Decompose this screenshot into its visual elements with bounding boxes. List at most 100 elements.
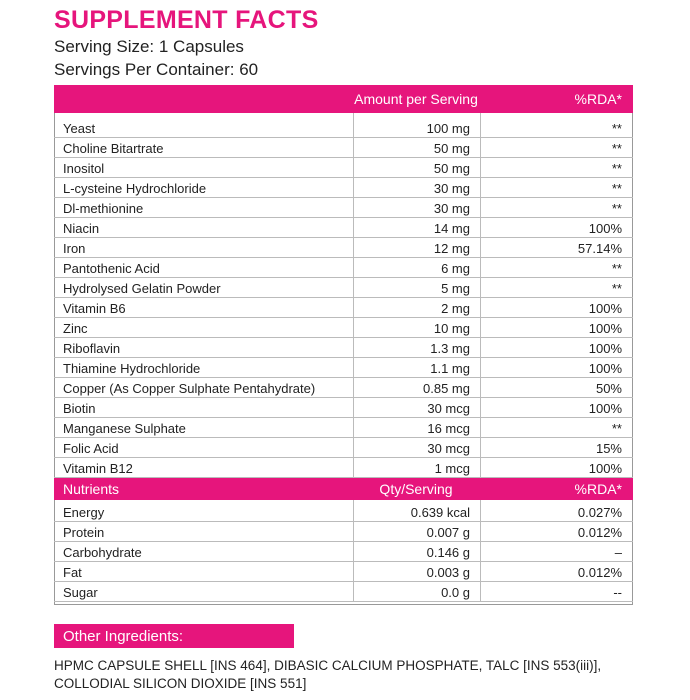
- cell-amount: 0.85 mg: [423, 381, 470, 396]
- table-row: Zinc 10 mg 100%: [54, 318, 633, 338]
- cell-rda: 50%: [595, 381, 622, 396]
- cell-rda: **: [611, 201, 622, 216]
- table-row: Hydrolysed Gelatin Powder 5 mg **: [54, 278, 633, 298]
- cell-amount: 30 mg: [433, 201, 470, 216]
- cell-amount: 30 mg: [433, 181, 470, 196]
- cell-amount: 6 mg: [441, 261, 470, 276]
- cell-name: Riboflavin: [63, 341, 121, 356]
- cell-amount: 10 mg: [433, 321, 470, 336]
- table-row: Yeast 100 mg **: [54, 118, 633, 138]
- ingredients-line: HPMC CAPSULE SHELL [INS 464], DIBASIC CA…: [54, 658, 602, 673]
- cell-rda: 0.012%: [577, 565, 622, 580]
- cell-name: Carbohydrate: [63, 545, 142, 560]
- column-divider: [353, 500, 354, 602]
- cell-name: Iron: [63, 241, 86, 256]
- cell-name: Energy: [63, 505, 105, 520]
- cell-rda: 0.027%: [577, 505, 622, 520]
- table-row: Fat 0.003 g 0.012%: [54, 562, 633, 582]
- table-row: Energy 0.639 kcal 0.027%: [54, 502, 633, 522]
- cell-name: L-cysteine Hydrochloride: [63, 181, 207, 196]
- cell-amount: 14 mg: [433, 221, 470, 236]
- table-row: Biotin 30 mcg 100%: [54, 398, 633, 418]
- nutrients-header: Nutrients Qty/Serving %RDA*: [54, 478, 633, 500]
- heading-text: Other Ingredients:: [63, 628, 184, 645]
- cell-name: Choline Bitartrate: [63, 141, 164, 156]
- other-ingredients-heading: Other Ingredients:: [54, 624, 294, 648]
- servings-per-container: Servings Per Container: 60: [54, 60, 259, 79]
- cell-rda: **: [611, 161, 622, 176]
- table-row: Carbohydrate 0.146 g –: [54, 542, 633, 562]
- cell-amount: 1 mcg: [434, 461, 470, 476]
- cell-amount: 5 mg: [441, 281, 470, 296]
- cell-name: Folic Acid: [63, 441, 119, 456]
- cell-rda: --: [613, 585, 622, 600]
- table-row: Manganese Sulphate 16 mcg **: [54, 418, 633, 438]
- cell-rda: 100%: [588, 401, 622, 416]
- title: SUPPLEMENT FACTS: [54, 6, 319, 34]
- table-row: Pantothenic Acid 6 mg **: [54, 258, 633, 278]
- cell-rda: 0.012%: [577, 525, 622, 540]
- cell-rda: –: [614, 545, 622, 560]
- column-header: Qty/Serving: [379, 481, 453, 497]
- cell-rda: 100%: [588, 301, 622, 316]
- table-row: Protein 0.007 g 0.012%: [54, 522, 633, 542]
- table-row: Vitamin B12 1 mcg 100%: [54, 458, 633, 478]
- cell-amount: 0.0 g: [441, 585, 470, 600]
- cell-name: Yeast: [63, 121, 96, 136]
- column-divider: [480, 500, 481, 602]
- table-row: Sugar 0.0 g --: [54, 582, 633, 602]
- cell-name: Vitamin B6: [63, 301, 126, 316]
- cell-rda: **: [611, 181, 622, 196]
- cell-name: Inositol: [63, 161, 105, 176]
- column-header: %RDA*: [574, 481, 622, 497]
- cell-amount: 0.146 g: [426, 545, 470, 560]
- column-header: Amount per Serving: [354, 91, 478, 107]
- cell-rda: 57.14%: [577, 241, 622, 256]
- table-row: Copper (As Copper Sulphate Pentahydrate)…: [54, 378, 633, 398]
- cell-rda: 100%: [588, 341, 622, 356]
- cell-rda: 100%: [588, 321, 622, 336]
- cell-name: Dl-methionine: [63, 201, 144, 216]
- serving-size: Serving Size: 1 Capsules: [54, 37, 244, 56]
- cell-amount: 50 mg: [433, 141, 470, 156]
- cell-name: Hydrolysed Gelatin Powder: [63, 281, 221, 296]
- cell-rda: 100%: [588, 221, 622, 236]
- table-row: Vitamin B6 2 mg 100%: [54, 298, 633, 318]
- cell-amount: 0.007 g: [426, 525, 470, 540]
- column-header: %RDA*: [574, 91, 622, 107]
- cell-rda: 100%: [588, 461, 622, 476]
- table-row: Inositol 50 mg **: [54, 158, 633, 178]
- table-row: L-cysteine Hydrochloride 30 mg **: [54, 178, 633, 198]
- table-row: Niacin 14 mg 100%: [54, 218, 633, 238]
- ingredients-line: COLLODIAL SILICON DIOXIDE [INS 551]: [54, 676, 307, 691]
- cell-name: Protein: [63, 525, 105, 540]
- cell-name: Manganese Sulphate: [63, 421, 186, 436]
- cell-rda: 15%: [595, 441, 622, 456]
- cell-rda: **: [611, 121, 622, 136]
- cell-rda: 100%: [588, 361, 622, 376]
- cell-name: Thiamine Hydrochloride: [63, 361, 201, 376]
- table-row: Riboflavin 1.3 mg 100%: [54, 338, 633, 358]
- cell-name: Copper (As Copper Sulphate Pentahydrate): [63, 381, 316, 396]
- cell-rda: **: [611, 141, 622, 156]
- cell-rda: **: [611, 421, 622, 436]
- table-row: Iron 12 mg 57.14%: [54, 238, 633, 258]
- table-row: Thiamine Hydrochloride 1.1 mg 100%: [54, 358, 633, 378]
- cell-rda: **: [611, 261, 622, 276]
- cell-name: Fat: [63, 565, 82, 580]
- cell-rda: **: [611, 281, 622, 296]
- table-header: Amount per Serving %RDA*: [54, 85, 633, 113]
- column-divider: [480, 113, 481, 478]
- cell-amount: 0.639 kcal: [410, 505, 470, 520]
- cell-amount: 100 mg: [426, 121, 470, 136]
- cell-amount: 0.003 g: [426, 565, 470, 580]
- table-row: Choline Bitartrate 50 mg **: [54, 138, 633, 158]
- cell-name: Sugar: [63, 585, 98, 600]
- cell-amount: 16 mcg: [427, 421, 470, 436]
- cell-amount: 1.3 mg: [430, 341, 470, 356]
- table-row: Folic Acid 30 mcg 15%: [54, 438, 633, 458]
- cell-amount: 50 mg: [433, 161, 470, 176]
- cell-name: Vitamin B12: [63, 461, 133, 476]
- cell-amount: 30 mcg: [427, 441, 470, 456]
